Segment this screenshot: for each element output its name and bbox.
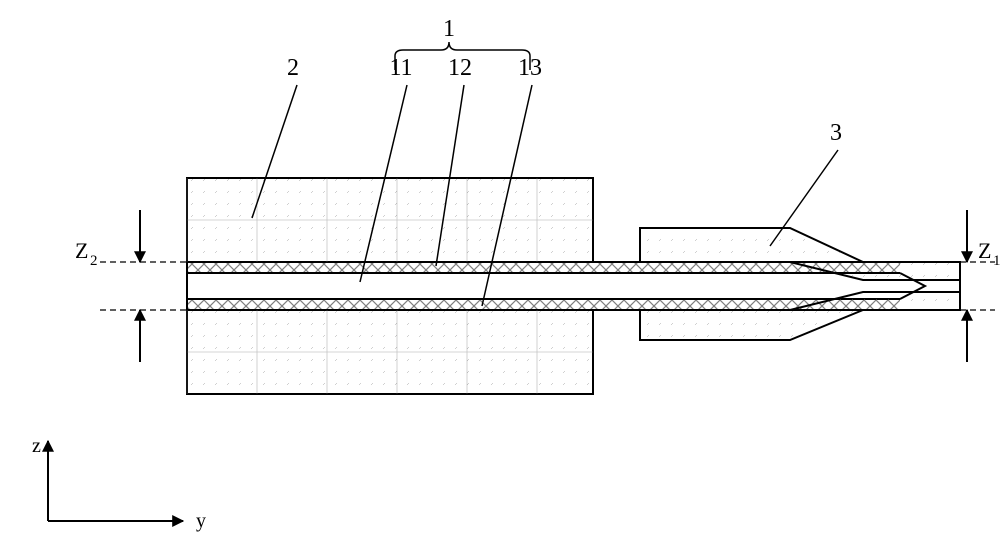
label-13: 13 <box>518 55 542 81</box>
axis-label-y: y <box>196 510 206 532</box>
label-12: 12 <box>448 55 472 81</box>
label-3: 3 <box>830 120 842 146</box>
svg-text:Z: Z <box>978 238 991 263</box>
axis-label-z: z <box>32 435 41 457</box>
svg-text:Z: Z <box>75 238 88 263</box>
core-11 <box>187 273 900 299</box>
lead-line <box>770 150 838 246</box>
label-11: 11 <box>389 55 412 81</box>
label-2: 2 <box>287 55 299 81</box>
svg-text:2: 2 <box>90 253 98 269</box>
label-z2: Z2 <box>75 238 98 269</box>
svg-text:1: 1 <box>993 253 1000 269</box>
label-1: 1 <box>443 16 455 42</box>
label-z1: Z1 <box>978 238 1000 269</box>
